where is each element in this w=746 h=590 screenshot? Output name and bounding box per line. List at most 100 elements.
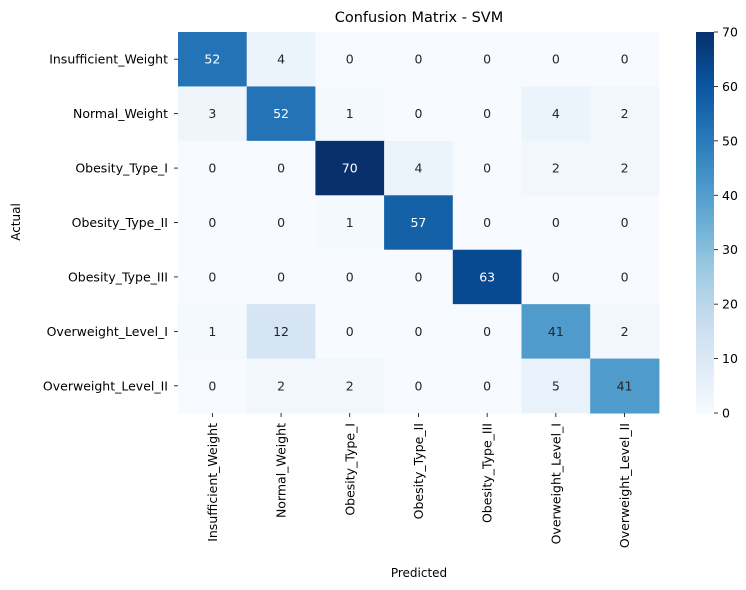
cell-value-r2-c3: 4 (414, 161, 422, 176)
heatmap-cells (178, 32, 660, 414)
x-tick-label-3: Obesity_Type_II (411, 423, 426, 519)
heatmap-cell-r6-c0 (178, 358, 248, 414)
cell-value-r5-c4: 0 (483, 324, 491, 339)
heatmap-cell-r4-c4 (452, 249, 522, 305)
heatmap-cell-r0-c6 (590, 32, 660, 87)
cell-value-r0-c1: 4 (277, 52, 285, 67)
cell-value-r1-c5: 4 (552, 106, 560, 121)
cell-value-r2-c5: 2 (552, 161, 560, 176)
cell-value-r3-c1: 0 (277, 215, 285, 230)
heatmap-cell-r6-c1 (246, 358, 316, 414)
heatmap-cell-r4-c0 (178, 249, 248, 305)
y-axis-ticks: Insufficient_Weight Normal_Weight Obesity_… (43, 52, 178, 393)
x-axis-label: Predicted (391, 566, 447, 580)
cell-value-r5-c3: 0 (414, 324, 422, 339)
heatmap-cell-r4-c2 (315, 249, 385, 305)
heatmap-cell-r5-c6 (590, 304, 660, 360)
cell-value-r0-c2: 0 (346, 52, 354, 67)
y-tick-label-6: Overweight_Level_II (43, 378, 168, 393)
cell-value-r1-c1: 52 (273, 106, 289, 121)
heatmap-cell-r2-c1 (246, 140, 316, 196)
heatmap-cell-r1-c5 (521, 86, 591, 142)
cell-value-r6-c3: 0 (414, 378, 422, 393)
y-tick-label-2: Obesity_Type_I (75, 161, 168, 176)
x-tick-label-1: Normal_Weight (274, 423, 289, 518)
heatmap-cell-r0-c3 (384, 32, 454, 87)
colorbar-tick-label-4: 40 (722, 188, 738, 203)
cell-value-r2-c1: 0 (277, 161, 285, 176)
cell-value-r0-c3: 0 (414, 52, 422, 67)
heatmap-cell-r4-c6 (590, 249, 660, 305)
cell-value-r5-c2: 0 (346, 324, 354, 339)
cell-value-r0-c5: 0 (552, 52, 560, 67)
x-tick-label-5: Overweight_Level_I (548, 423, 563, 544)
cell-value-r3-c4: 0 (483, 215, 491, 230)
heatmap-cell-r3-c6 (590, 195, 660, 251)
cell-value-r5-c1: 12 (273, 324, 289, 339)
heatmap-cell-r5-c5 (521, 304, 591, 360)
heatmap-cell-r0-c5 (521, 32, 591, 87)
heatmap-cell-r5-c0 (178, 304, 248, 360)
cell-value-r0-c6: 0 (621, 52, 629, 67)
heatmap-cell-r4-c5 (521, 249, 591, 305)
cell-value-r4-c0: 0 (208, 269, 216, 284)
heatmap-cell-r2-c2 (315, 140, 385, 196)
cell-value-r2-c6: 2 (621, 161, 629, 176)
heatmap-cell-r1-c6 (590, 86, 660, 142)
cell-value-r1-c6: 2 (621, 106, 629, 121)
heatmap-cell-r5-c3 (384, 304, 454, 360)
x-tick-label-4: Obesity_Type_III (480, 423, 495, 523)
cell-value-r6-c6: 41 (617, 378, 633, 393)
cell-value-r3-c2: 1 (346, 215, 354, 230)
y-tick-label-1: Normal_Weight (73, 106, 168, 121)
heatmap-cell-r1-c4 (452, 86, 522, 142)
colorbar-tick-label-0: 0 (722, 406, 730, 421)
heatmap-cell-r3-c5 (521, 195, 591, 251)
cell-value-r6-c5: 5 (552, 378, 560, 393)
heatmap-cell-r6-c3 (384, 358, 454, 414)
heatmap-cell-r0-c0 (178, 32, 248, 87)
chart-title: Confusion Matrix - SVM (335, 10, 503, 26)
heatmap-cell-r5-c2 (315, 304, 385, 360)
x-tick-label-2: Obesity_Type_I (342, 423, 357, 516)
heatmap-cell-r0-c4 (452, 32, 522, 87)
heatmap-cell-r1-c2 (315, 86, 385, 142)
cell-value-r5-c5: 41 (548, 324, 564, 339)
cell-value-r3-c5: 0 (552, 215, 560, 230)
heatmap-cell-r1-c1 (246, 86, 316, 142)
cell-value-r6-c4: 0 (483, 378, 491, 393)
cell-value-r6-c1: 2 (277, 378, 285, 393)
y-axis-label: Actual (9, 203, 23, 241)
cell-value-r1-c0: 3 (208, 106, 216, 121)
heatmap-cell-r1-c3 (384, 86, 454, 142)
heatmap-cell-r2-c6 (590, 140, 660, 196)
cell-value-r4-c6: 0 (621, 269, 629, 284)
heatmap-cell-r6-c2 (315, 358, 385, 414)
colorbar-tick-label-7: 70 (722, 25, 738, 40)
cell-value-r1-c3: 0 (414, 106, 422, 121)
cell-value-r2-c4: 0 (483, 161, 491, 176)
heatmap-cell-r2-c5 (521, 140, 591, 196)
x-axis-ticks: Insufficient_Weight Normal_Weight Obesity_… (205, 413, 632, 548)
heatmap-cell-r6-c6 (590, 358, 660, 414)
colorbar-tick-label-2: 20 (722, 297, 738, 312)
heatmap-cell-r4-c1 (246, 249, 316, 305)
cell-value-r3-c3: 57 (410, 215, 426, 230)
cell-value-r1-c4: 0 (483, 106, 491, 121)
heatmap-cell-r1-c0 (178, 86, 248, 142)
x-tick-label-6: Overweight_Level_II (617, 423, 632, 548)
heatmap-cell-r2-c3 (384, 140, 454, 196)
heatmap-cell-r3-c4 (452, 195, 522, 251)
heatmap-cell-r6-c4 (452, 358, 522, 414)
cell-value-r4-c4: 63 (479, 269, 495, 284)
cell-value-r0-c0: 52 (204, 52, 220, 67)
cell-value-r6-c0: 0 (208, 378, 216, 393)
colorbar: 0 10 20 30 40 50 60 70 (696, 25, 738, 421)
cell-value-r4-c3: 0 (414, 269, 422, 284)
heatmap-cell-r2-c4 (452, 140, 522, 196)
colorbar-tick-label-5: 50 (722, 133, 738, 148)
cell-value-r5-c0: 1 (208, 324, 216, 339)
y-tick-label-3: Obesity_Type_II (72, 215, 168, 230)
heatmap-cell-r3-c2 (315, 195, 385, 251)
y-tick-label-4: Obesity_Type_III (68, 269, 168, 284)
